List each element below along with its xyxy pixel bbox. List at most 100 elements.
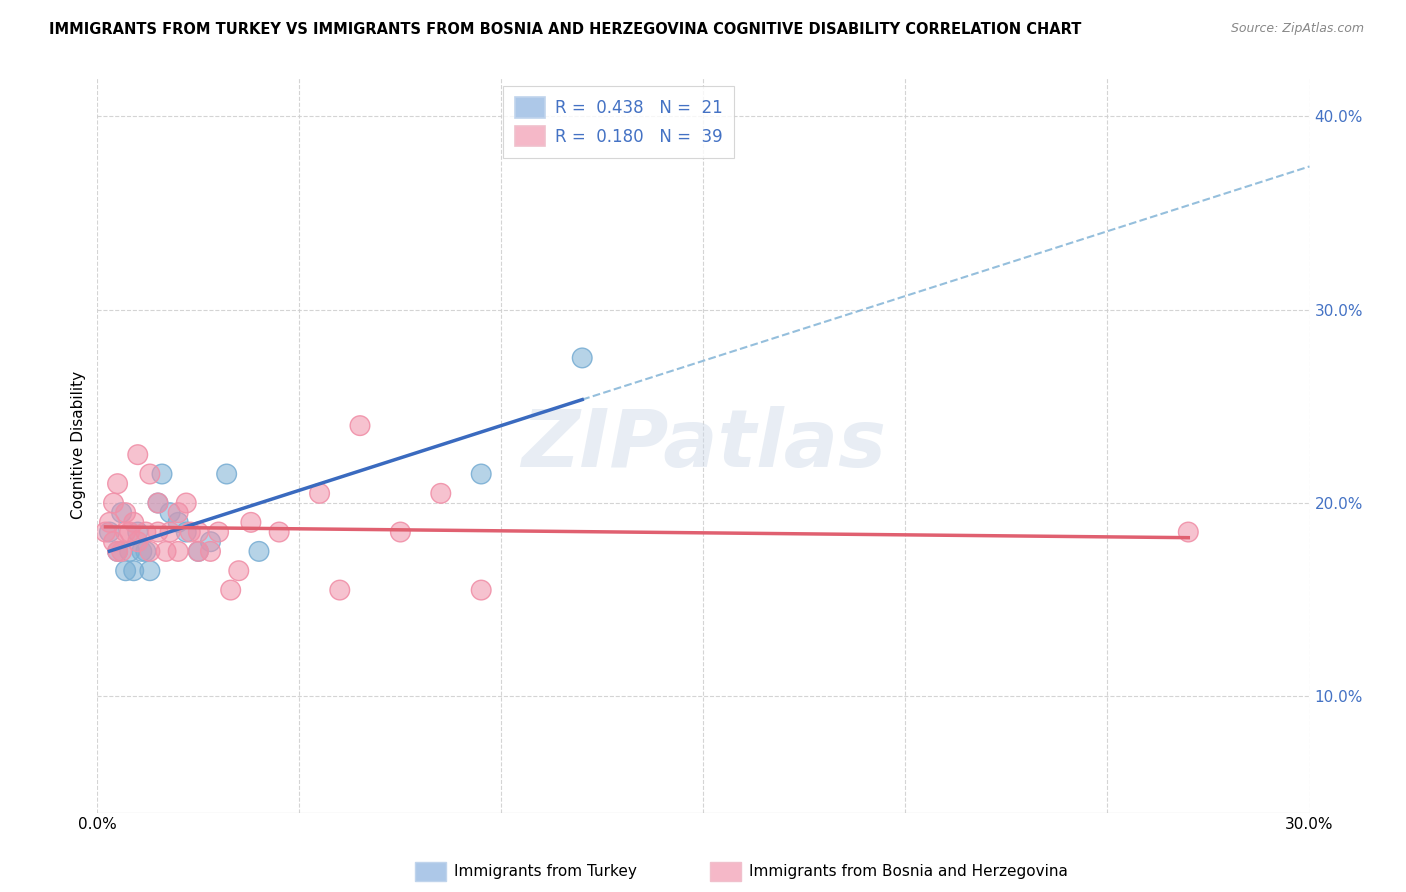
Point <box>107 476 129 491</box>
Point <box>127 534 149 549</box>
Point <box>174 496 197 510</box>
Point <box>219 583 242 598</box>
Point <box>167 516 190 530</box>
Point <box>389 524 412 539</box>
Point <box>174 524 197 539</box>
Point <box>1177 524 1199 539</box>
Point <box>150 467 173 481</box>
Point <box>118 524 141 539</box>
Point <box>107 544 129 558</box>
Point <box>200 534 222 549</box>
Point <box>349 418 371 433</box>
Point <box>308 486 330 500</box>
Point <box>430 486 453 500</box>
Point <box>107 544 129 558</box>
Point <box>110 544 132 558</box>
Point <box>150 467 173 481</box>
Text: Immigrants from Turkey: Immigrants from Turkey <box>454 864 637 879</box>
Point <box>146 524 169 539</box>
Point <box>114 506 136 520</box>
Point <box>110 506 132 520</box>
Point <box>159 524 181 539</box>
Point <box>179 524 201 539</box>
Point <box>1177 524 1199 539</box>
Point <box>110 544 132 558</box>
Point <box>107 544 129 558</box>
Point <box>146 524 169 539</box>
Point <box>167 506 190 520</box>
Point <box>187 544 209 558</box>
Point <box>135 524 157 539</box>
Point <box>114 506 136 520</box>
Point <box>107 476 129 491</box>
Legend: R =  0.438   N =  21, R =  0.180   N =  39: R = 0.438 N = 21, R = 0.180 N = 39 <box>503 86 734 158</box>
Point <box>98 516 121 530</box>
Point <box>207 524 229 539</box>
Point <box>269 524 291 539</box>
Point <box>349 418 371 433</box>
Point <box>155 544 177 558</box>
Point <box>174 524 197 539</box>
Point <box>98 524 121 539</box>
Point <box>122 564 145 578</box>
Point <box>127 534 149 549</box>
Point <box>200 544 222 558</box>
Point <box>118 544 141 558</box>
Point <box>571 351 593 365</box>
Point <box>103 534 125 549</box>
Point <box>103 534 125 549</box>
Point <box>146 496 169 510</box>
Point <box>98 524 121 539</box>
Point <box>114 564 136 578</box>
Point <box>159 524 181 539</box>
Point <box>103 496 125 510</box>
Point <box>114 524 136 539</box>
Point <box>114 564 136 578</box>
Point <box>122 516 145 530</box>
Point <box>139 564 162 578</box>
Point <box>571 351 593 365</box>
Point <box>118 524 141 539</box>
Point <box>389 524 412 539</box>
Point <box>174 496 197 510</box>
Point <box>131 544 153 558</box>
Point <box>470 583 492 598</box>
Point <box>228 564 250 578</box>
Point <box>122 516 145 530</box>
Point <box>269 524 291 539</box>
Point <box>127 524 149 539</box>
Point <box>139 564 162 578</box>
Point <box>103 496 125 510</box>
Point <box>470 467 492 481</box>
Point <box>187 524 209 539</box>
Point <box>139 467 162 481</box>
Point <box>219 583 242 598</box>
Point <box>167 544 190 558</box>
Point <box>179 524 201 539</box>
Point <box>146 496 169 510</box>
Point <box>215 467 238 481</box>
Point <box>131 544 153 558</box>
Text: Source: ZipAtlas.com: Source: ZipAtlas.com <box>1230 22 1364 36</box>
Point <box>127 448 149 462</box>
Point <box>200 544 222 558</box>
Point <box>135 544 157 558</box>
Point <box>155 544 177 558</box>
Point <box>94 524 117 539</box>
Point <box>159 506 181 520</box>
Point <box>430 486 453 500</box>
Point <box>139 544 162 558</box>
Point <box>127 524 149 539</box>
Point <box>247 544 270 558</box>
Point <box>98 516 121 530</box>
Point <box>308 486 330 500</box>
Point <box>470 583 492 598</box>
Point <box>167 516 190 530</box>
Point <box>146 496 169 510</box>
Point <box>139 544 162 558</box>
Point <box>329 583 352 598</box>
Text: ZIPatlas: ZIPatlas <box>522 406 886 484</box>
Point <box>135 544 157 558</box>
Point <box>159 506 181 520</box>
Point <box>167 544 190 558</box>
